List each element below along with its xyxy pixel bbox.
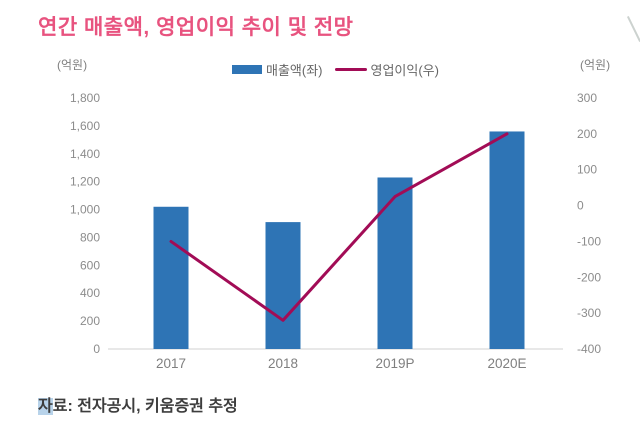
left-axis-tick-label: 800	[80, 230, 100, 244]
source-note-highlight: 자	[38, 398, 53, 415]
left-axis-tick-label: 1,000	[70, 203, 100, 217]
legend-label-operating-profit: 영업이익(우)	[370, 63, 439, 78]
source-note-text: 료: 전자공시, 키움증권 추정	[52, 398, 238, 415]
x-axis-label-2017: 2017	[156, 356, 186, 371]
revenue-bars	[153, 131, 525, 349]
right-axis-tick-label: -400	[577, 342, 601, 356]
left-axis-tick-label: 1,400	[70, 147, 100, 161]
revenue-bar-2020E	[489, 131, 525, 349]
revenue-bar-2019P	[377, 177, 413, 349]
right-axis-tick-label: 200	[577, 127, 597, 141]
right-axis-tick-label: -200	[577, 270, 601, 284]
left-axis-tick-label: 600	[80, 258, 100, 272]
left-axis-tick-label: 0	[93, 342, 100, 356]
left-axis-unit-label: (억원)	[57, 58, 88, 72]
right-axis-tick-label: 300	[577, 91, 597, 105]
left-axis-tick-label: 1,600	[70, 119, 100, 133]
right-axis-tick-label: 0	[577, 199, 584, 213]
x-axis-label-2018: 2018	[268, 356, 298, 371]
profit-line-swatch-icon	[334, 68, 367, 71]
legend: 매출액(좌) 영업이익(우)	[232, 60, 439, 79]
right-axis-unit-label: (억원)	[580, 58, 611, 72]
source-note: 자료: 전자공시, 키움증권 추정	[38, 392, 238, 416]
x-axis-labels: 2017 2018 2019P 2020E	[156, 356, 527, 371]
legend-item-revenue: 매출액(좌)	[232, 60, 323, 79]
left-axis-tick-label: 200	[80, 314, 100, 328]
right-axis-tick-label: -100	[577, 234, 601, 248]
revenue-bar-2017	[153, 206, 189, 349]
x-axis-label-2020E: 2020E	[487, 356, 526, 371]
x-axis-label-2019P: 2019P	[375, 356, 414, 371]
left-axis-tick-label: 1,800	[70, 91, 100, 105]
right-axis-ticks: 300 200 100 0 -100 -200 -300 -400	[577, 91, 601, 356]
legend-item-operating-profit: 영업이익(우)	[334, 60, 439, 79]
page-title: 연간 매출액, 영업이익 추이 및 전망	[38, 16, 354, 39]
left-axis-tick-label: 1,200	[70, 175, 100, 189]
right-axis-tick-label: -300	[577, 306, 601, 320]
legend-label-revenue: 매출액(좌)	[266, 63, 323, 78]
revenue-bar-2018	[265, 222, 301, 349]
left-axis-tick-label: 400	[80, 286, 100, 300]
right-axis-tick-label: 100	[577, 163, 597, 177]
left-axis-ticks: 0 200 400 600 800 1,000 1,200 1,400 1,600 1,800	[70, 91, 100, 356]
revenue-bar-swatch-icon	[232, 65, 262, 74]
operating-profit-line	[169, 132, 509, 322]
